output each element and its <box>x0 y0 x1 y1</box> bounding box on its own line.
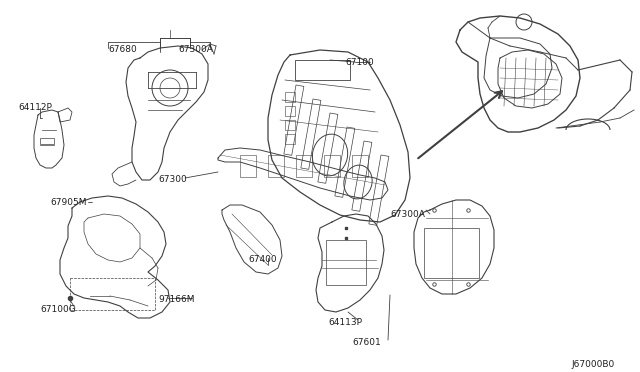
Bar <box>324 155 340 177</box>
Bar <box>296 155 312 177</box>
Bar <box>369 155 389 225</box>
Bar <box>335 127 355 197</box>
Bar <box>285 106 295 116</box>
Text: 67680: 67680 <box>108 45 137 54</box>
Bar <box>40 138 54 144</box>
Text: 97166M: 97166M <box>158 295 195 304</box>
Bar <box>326 240 366 285</box>
Text: 67100: 67100 <box>345 58 374 67</box>
Text: 67905M: 67905M <box>50 198 86 207</box>
Text: 64112P: 64112P <box>18 103 52 112</box>
Text: 67300: 67300 <box>158 175 187 184</box>
Bar <box>318 113 338 183</box>
Text: 67100G: 67100G <box>40 305 76 314</box>
Bar <box>285 92 295 102</box>
Text: J67000B0: J67000B0 <box>572 360 615 369</box>
Bar <box>352 155 368 177</box>
Bar <box>285 134 295 144</box>
Bar <box>268 155 284 177</box>
Text: 67300A: 67300A <box>390 210 425 219</box>
Bar <box>424 228 479 278</box>
Text: 67400: 67400 <box>248 255 276 264</box>
Bar <box>285 120 295 130</box>
Bar <box>301 99 321 169</box>
Text: 64113P: 64113P <box>328 318 362 327</box>
Bar <box>240 155 256 177</box>
Bar <box>352 141 372 211</box>
Text: 67300A: 67300A <box>178 45 213 54</box>
Text: 67601: 67601 <box>352 338 381 347</box>
Bar <box>284 85 304 155</box>
